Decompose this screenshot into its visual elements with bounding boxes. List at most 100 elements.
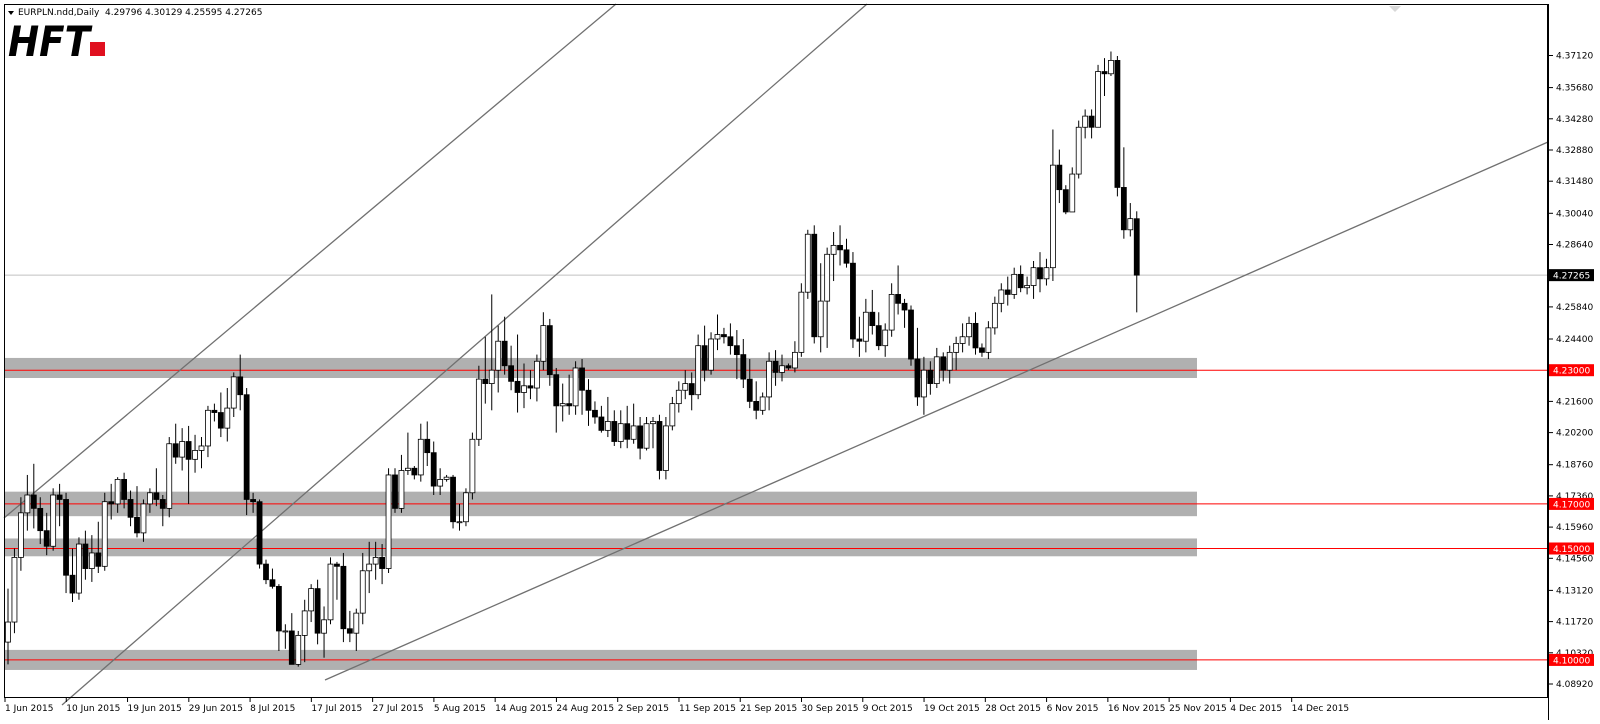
candle-body xyxy=(379,557,386,569)
price-tick-label: 4.15960 xyxy=(1556,523,1593,533)
zone-0[interactable] xyxy=(4,357,1197,378)
candle-body xyxy=(804,233,811,293)
price-tick-label: 4.11720 xyxy=(1556,618,1593,628)
candle-body xyxy=(463,492,469,523)
candle-body xyxy=(946,351,953,371)
candle-body xyxy=(24,494,31,514)
candle-body xyxy=(991,302,998,329)
zone-2[interactable] xyxy=(4,538,1197,557)
price-tick-label: 4.37120 xyxy=(1556,51,1593,61)
candle-body xyxy=(275,585,282,632)
candle-body xyxy=(69,574,76,594)
candle-body xyxy=(714,334,721,340)
logo-text: HFT xyxy=(8,17,93,66)
dropdown-arrow-icon[interactable] xyxy=(8,11,14,15)
candle-body xyxy=(534,360,540,389)
support-trendline[interactable] xyxy=(324,141,1549,681)
candle-body xyxy=(508,365,515,382)
price-tick-label: 4.21600 xyxy=(1556,397,1593,407)
candle-body xyxy=(185,441,192,460)
candle-body xyxy=(772,360,779,373)
candle-body xyxy=(404,467,411,471)
logo-accent xyxy=(90,42,105,56)
candle-body xyxy=(134,516,140,534)
candle-body xyxy=(359,570,366,614)
candle-body xyxy=(792,351,798,369)
candle-body xyxy=(282,630,289,633)
candle-body xyxy=(682,383,689,391)
candle-body xyxy=(933,356,940,384)
candle-body xyxy=(624,423,631,440)
candle-body xyxy=(940,356,947,371)
ohlc-readout: 4.29796 4.30129 4.25595 4.27265 xyxy=(105,8,262,18)
price-tick-label: 4.25840 xyxy=(1556,303,1593,313)
candle-body xyxy=(11,557,18,623)
price-tick-label: 4.30040 xyxy=(1556,209,1593,219)
candle-body xyxy=(121,479,127,500)
trendlines-layer xyxy=(3,3,1549,706)
candle-body xyxy=(708,338,714,371)
candle-body xyxy=(766,360,772,398)
candle-body xyxy=(76,543,82,594)
candle-body xyxy=(301,610,308,636)
candle-body xyxy=(1050,164,1056,269)
candle-body xyxy=(450,476,456,523)
candle-body xyxy=(733,345,740,355)
candle-body xyxy=(321,619,327,634)
candle-body xyxy=(521,385,527,393)
time-tick-label: 10 Jun 2015 xyxy=(66,704,120,714)
candle-body xyxy=(140,503,147,534)
candle-body xyxy=(656,421,663,471)
candle-body xyxy=(398,470,405,509)
candle-body xyxy=(953,343,960,353)
time-tick-label: 25 Nov 2015 xyxy=(1169,704,1227,714)
candle-body xyxy=(372,557,379,565)
level-price-tag: 4.15000 xyxy=(1553,545,1590,555)
current-price-tag-bg xyxy=(1549,269,1594,282)
candle-body xyxy=(811,233,818,338)
price-tick-label: 4.14560 xyxy=(1556,554,1593,564)
candle-body xyxy=(785,365,792,369)
candles-layer xyxy=(5,51,1140,667)
candle-body xyxy=(469,438,476,494)
candle-body xyxy=(979,347,985,353)
candle-body xyxy=(146,492,153,505)
plot-frame xyxy=(4,4,1548,698)
price-tick-label: 4.34280 xyxy=(1556,115,1593,125)
candle-body xyxy=(869,311,876,327)
candle-body xyxy=(424,438,431,454)
candle-body xyxy=(753,400,760,411)
shift-marker-icon[interactable] xyxy=(1389,6,1401,12)
candle-body xyxy=(901,302,908,311)
channel-upper-line[interactable] xyxy=(3,3,617,519)
candle-body xyxy=(1062,189,1069,213)
time-tick-label: 2 Sep 2015 xyxy=(618,704,669,714)
price-tick-label: 4.18760 xyxy=(1556,461,1593,471)
candle-body xyxy=(95,552,102,567)
candle-body xyxy=(127,499,134,518)
candle-body xyxy=(159,499,166,509)
candle-body xyxy=(617,423,624,442)
candle-body xyxy=(1011,273,1018,295)
symbol-title: EURPLN.ndd,Daily xyxy=(18,8,100,18)
candle-body xyxy=(353,612,360,634)
channel-lower-line[interactable] xyxy=(61,3,868,706)
candle-body xyxy=(546,325,553,376)
candle-body xyxy=(1108,60,1114,75)
candle-body xyxy=(430,452,437,487)
candle-body xyxy=(972,322,979,349)
candle-body xyxy=(1024,285,1030,289)
candle-body xyxy=(327,563,334,621)
level-price-tag: 4.10000 xyxy=(1553,656,1590,666)
candle-body xyxy=(56,494,63,500)
candle-body xyxy=(553,374,560,407)
candle-body xyxy=(862,311,869,342)
level-price-tag-bg xyxy=(1549,542,1594,555)
candle-body xyxy=(37,507,44,532)
time-tick-label: 29 Jun 2015 xyxy=(189,704,243,714)
candle-body xyxy=(1043,267,1050,280)
candle-body xyxy=(263,563,269,581)
candle-body xyxy=(30,494,37,509)
time-tick-label: 21 Sep 2015 xyxy=(740,704,797,714)
